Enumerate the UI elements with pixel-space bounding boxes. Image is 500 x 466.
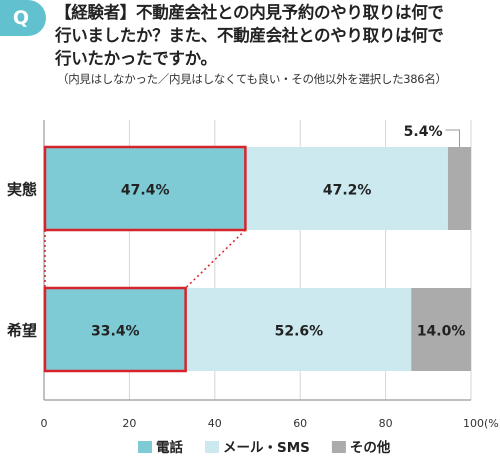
category-label: 希望 xyxy=(7,322,37,340)
question-line: 行いたかったですか。 xyxy=(55,49,217,68)
x-tick-label: 60 xyxy=(293,417,307,430)
x-tick-label: 0 xyxy=(41,417,48,430)
legend-swatch xyxy=(138,441,152,453)
highlight-box xyxy=(43,286,187,373)
x-tick-label: 80 xyxy=(379,417,393,430)
legend-label: 電話 xyxy=(156,439,183,456)
question-text: 【経験者】不動産会社との内見予約のやり取りは何で 行いましたか？また、不動産会社… xyxy=(55,1,495,70)
bar-value-label: 5.4% xyxy=(404,124,443,140)
bar-segment xyxy=(44,288,187,371)
bar-value-label: 47.4% xyxy=(121,183,170,199)
bar-segment xyxy=(44,147,247,230)
question-line: 【経験者】不動産会社との内見予約のやり取りは何で xyxy=(55,3,444,22)
highlight-box xyxy=(43,145,247,232)
legend-label: メール・SMS xyxy=(223,440,310,456)
bar-segment xyxy=(447,147,471,230)
category-label: 実態 xyxy=(7,181,37,199)
bar-value-label: 52.6% xyxy=(275,324,324,340)
bar-segment xyxy=(186,288,412,371)
question-line: 行いましたか？また、不動産会社とのやり取りは何で xyxy=(55,26,444,45)
legend-swatch xyxy=(205,441,219,453)
sample-note: （内見はしなかった／内見はしなくても良い・その他以外を選択した386名） xyxy=(57,72,447,86)
x-tick-label: 20 xyxy=(122,417,136,430)
x-tick-label: 100(%) xyxy=(463,417,500,430)
callout-leader xyxy=(445,129,460,147)
bar-segment xyxy=(246,147,448,230)
question-badge: Q xyxy=(0,0,46,36)
bar-value-label: 14.0% xyxy=(417,324,466,340)
highlight-connector xyxy=(185,229,246,289)
legend-label: その他 xyxy=(350,439,391,456)
legend-swatch xyxy=(331,441,346,453)
bar-value-label: 33.4% xyxy=(91,324,140,340)
bar-segment xyxy=(411,288,471,371)
x-tick-label: 40 xyxy=(208,417,222,430)
bar-value-label: 47.2% xyxy=(323,183,372,199)
